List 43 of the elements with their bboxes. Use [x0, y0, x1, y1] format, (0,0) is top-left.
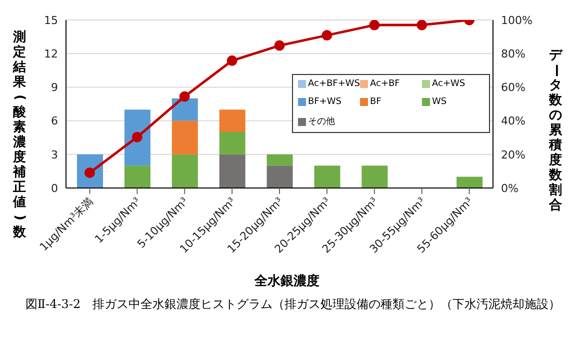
y-tick-label: 12: [44, 48, 58, 61]
legend-label: BF+WS: [308, 97, 342, 107]
bar: [172, 98, 198, 121]
y-tick-label: 3: [51, 148, 58, 162]
point: [274, 40, 285, 51]
bar: [124, 166, 150, 188]
point: [416, 20, 428, 30]
bar: [219, 132, 246, 154]
legend-label: Ac+BF: [370, 79, 400, 89]
text: 測定結果(酸素濃度補正値)数: [12, 30, 27, 240]
y-tick-label: 0: [51, 182, 58, 195]
legend-label: WS: [432, 97, 447, 107]
legend-label: その他: [308, 116, 335, 128]
point: [132, 132, 142, 142]
y2-tick-label: 80%: [501, 48, 526, 61]
legend-label: BF: [370, 97, 382, 107]
point: [322, 30, 332, 41]
legend-label: Ac+WS: [432, 79, 466, 89]
y2-tick-label: 60%: [501, 81, 526, 94]
y2-tick-label: 100%: [501, 14, 532, 27]
bar: [219, 110, 246, 132]
x-axis-title: 全水銀濃度: [254, 272, 320, 290]
text: 図Ⅱ-4-3-2 排ガス中全水銀濃度ヒストグラム（排ガス処理設備の種類ごと）（下水汚泥焼却施設）: [24, 296, 562, 313]
point: [369, 20, 380, 30]
bar: [266, 166, 293, 188]
bar: [266, 154, 293, 166]
legend-label: Ac+BF+WS: [308, 79, 360, 89]
y2-tick-label: 0%: [501, 182, 518, 195]
point: [179, 91, 190, 102]
y2-tick-label: 40%: [501, 114, 526, 128]
y-tick-label: 6: [51, 114, 58, 128]
bar: [456, 176, 483, 188]
bar: [362, 166, 388, 188]
bar: [314, 166, 340, 188]
text: データ数の累積度数割合: [548, 48, 563, 213]
bar: [219, 154, 246, 188]
y-tick-label: 9: [51, 81, 58, 94]
y-tick-label: 15: [44, 14, 58, 27]
y2-tick-label: 20%: [501, 148, 526, 162]
point: [226, 55, 238, 66]
bar: [172, 120, 198, 154]
bar: [124, 110, 150, 166]
bar: [172, 154, 198, 188]
